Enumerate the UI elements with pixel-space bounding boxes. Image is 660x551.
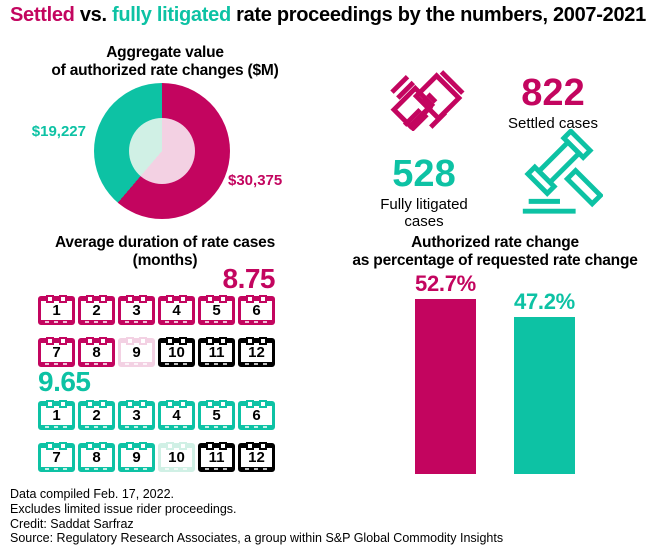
footnotes: Data compiled Feb. 17, 2022. Excludes li… (10, 487, 503, 546)
footnote-source: Source: Regulatory Research Associates, … (10, 531, 504, 546)
calendar-month-6: 6 (238, 295, 275, 325)
calendar-month-2: 2 (78, 400, 115, 430)
litigated-bar-label: 47.2% (514, 289, 575, 315)
calendar-month-8: 8 (78, 442, 115, 472)
page-title: Settled vs. fully litigated rate proceed… (10, 4, 646, 27)
litigated-duration-value: 9.65 (38, 366, 91, 397)
calendar-month-9: 9 (118, 337, 155, 367)
calendar-month-2: 2 (78, 295, 115, 325)
calendar-month-3: 3 (118, 295, 155, 325)
pie-label-settled: $30,375 (228, 172, 283, 189)
donut-inner-disc (129, 118, 195, 184)
litigated-bar-group: 47.2% (514, 289, 575, 474)
calendar-month-1: 1 (38, 295, 75, 325)
litigated-cases-block: 528 Fully litigated cases (360, 155, 488, 230)
litigated-calendar-grid: 1 2 3 4 5 6 7 8 9 10 11 12 (38, 396, 275, 472)
settled-bar-label: 52.7% (415, 271, 476, 297)
footnote-credit: Credit: Saddat Sarfraz (10, 516, 134, 531)
calendar-month-5: 5 (198, 400, 235, 430)
title-settled: Settled (10, 4, 75, 26)
calendar-month-4: 4 (158, 400, 195, 430)
pie-section-title: Aggregate value of authorized rate chang… (51, 44, 279, 80)
calendar-month-12: 12 (238, 337, 275, 367)
calendar-month-5: 5 (198, 295, 235, 325)
settled-cases-block: 822 Settled cases (494, 74, 612, 132)
calendar-month-10: 10 (158, 337, 195, 367)
title-litigated: fully litigated (112, 4, 231, 26)
calendar-month-3: 3 (118, 400, 155, 430)
calendar-month-12: 12 (238, 442, 275, 472)
litigated-cases-value: 528 (392, 153, 456, 195)
settled-cases-value: 822 (521, 72, 585, 114)
settled-cases-label: Settled cases (507, 115, 599, 132)
calendar-month-7: 7 (38, 442, 75, 472)
calendar-month-11: 11 (198, 337, 235, 367)
calendar-month-7: 7 (38, 337, 75, 367)
settled-bar-group: 52.7% (415, 271, 476, 474)
calendar-month-6: 6 (238, 400, 275, 430)
title-vs: vs. (74, 4, 113, 26)
calendar-month-1: 1 (38, 400, 75, 430)
handshake-icon (390, 70, 465, 131)
gavel-icon (522, 129, 603, 214)
litigated-bar (514, 317, 575, 474)
settled-duration-value: 8.75 (222, 263, 276, 294)
settled-calendar-grid: 1 2 3 4 5 6 7 8 9 10 11 12 (38, 291, 275, 367)
footnote-excludes: Excludes limited issue rider proceedings… (10, 501, 237, 516)
footnote-compiled: Data compiled Feb. 17, 2022. (10, 487, 174, 501)
calendar-month-4: 4 (158, 295, 195, 325)
title-rest: rate proceedings by the numbers, 2007-20… (230, 4, 646, 26)
calendar-month-10: 10 (158, 442, 195, 472)
pie-label-litigated: $19,227 (31, 123, 86, 140)
calendar-month-11: 11 (198, 442, 235, 472)
calendar-month-8: 8 (78, 337, 115, 367)
donut-chart (94, 83, 230, 219)
bar-section-title: Authorized rate change as percentage of … (352, 234, 638, 270)
litigated-cases-label: Fully litigated cases (380, 196, 468, 230)
calendar-month-9: 9 (118, 442, 155, 472)
duration-section-title: Average duration of rate cases (months) (55, 234, 275, 270)
settled-bar (415, 299, 476, 474)
bar-chart: 52.7% 47.2% (340, 271, 650, 474)
